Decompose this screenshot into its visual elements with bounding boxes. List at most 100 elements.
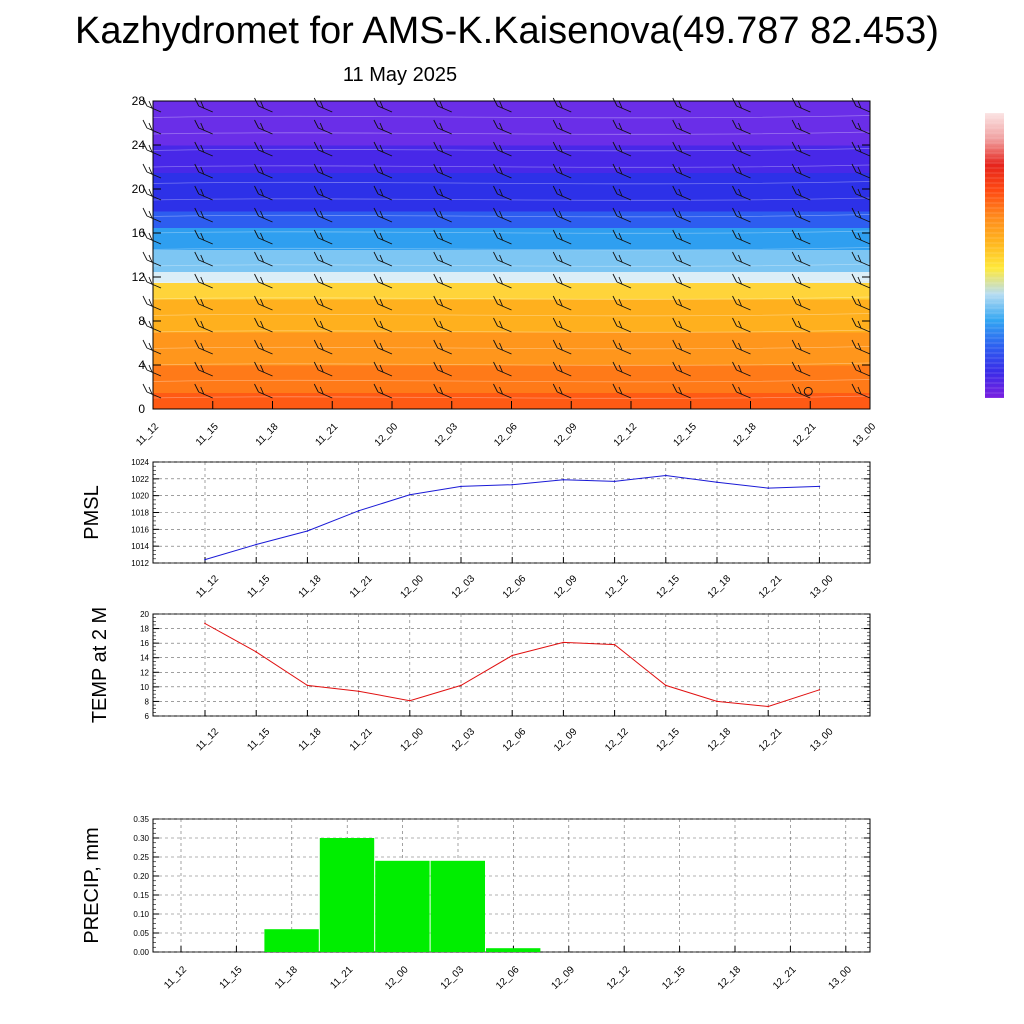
contour-line [152, 329, 871, 333]
wind-barb-flag [558, 298, 563, 307]
wind-barb [198, 127, 213, 135]
contour-line [152, 313, 871, 317]
wind-barb-flag [678, 320, 683, 329]
wind-barb-flag [142, 251, 148, 261]
wind-barb-flag [313, 251, 319, 261]
wind-barb-flag [493, 119, 498, 129]
wind-barb-flag [194, 295, 200, 305]
contour-line [152, 230, 871, 234]
wind-barb-flag [319, 386, 324, 395]
wind-barb-flag [499, 298, 503, 307]
wind-barb [557, 281, 572, 289]
wind-barb-flag [857, 342, 862, 351]
data-point [818, 485, 821, 488]
wind-barb [736, 259, 751, 267]
wind-barb [616, 303, 632, 311]
wind-barb-flag [857, 276, 862, 285]
wind-barb-flag [194, 383, 200, 393]
wind-barb-flag [612, 97, 618, 107]
wind-barb-flag [797, 144, 802, 153]
wind-barb-flag [373, 141, 379, 151]
wind-barb-flag [373, 119, 379, 129]
wind-barb-flag [738, 188, 742, 197]
contour-line [152, 379, 871, 383]
wind-barb-flag [319, 100, 324, 109]
wind-barb-flag [552, 273, 558, 283]
wind-barb-flag [373, 295, 379, 305]
wind-barb-flag [142, 163, 148, 173]
wind-barb-flag [552, 251, 558, 261]
contour-line [152, 214, 871, 218]
wind-barb-flag [319, 122, 324, 131]
wind-barb-flag [433, 361, 439, 371]
wind-barb-flag [142, 229, 148, 239]
wind-barb-flag [552, 141, 558, 151]
wind-barb-flag [732, 273, 737, 283]
wind-barb-flag [439, 166, 444, 175]
wind-barb [318, 237, 333, 245]
wind-barb-flag [558, 166, 563, 175]
wind-barb-flag [558, 144, 563, 153]
wind-barb [318, 171, 333, 179]
y-tick-label: 0 [138, 402, 145, 416]
wind-barb-flag [612, 317, 618, 327]
wind-barb-flag [552, 317, 558, 327]
data-point [306, 684, 309, 687]
wind-barb-flag [672, 317, 678, 327]
wind-barb-flag [672, 141, 678, 151]
wind-barb-flag [200, 232, 205, 241]
x-tick-label: 12_00 [398, 726, 426, 754]
wind-barb-flag [791, 141, 797, 151]
x-tick-label: 12_03 [439, 964, 467, 992]
wind-barb-flag [200, 364, 205, 373]
wind-barb-flag [313, 295, 319, 305]
wind-barb-flag [558, 100, 563, 109]
wind-barb [146, 237, 162, 245]
wind-barb-flag [791, 251, 797, 261]
wind-barb-flag [612, 273, 618, 283]
wind-barb-flag [142, 97, 148, 107]
x-tick-label: 12_06 [501, 726, 529, 754]
x-tick-label: 12_00 [373, 421, 401, 449]
wind-barb-flag [493, 339, 498, 349]
wind-barb [616, 325, 632, 333]
x-tick-label: 11_12 [162, 964, 189, 991]
y-tick-label: 8 [138, 314, 145, 328]
wind-barb-flag [851, 185, 857, 195]
wind-barb-flag [851, 119, 857, 129]
heatmap-band [153, 211, 870, 228]
wind-barb [377, 347, 393, 355]
wind-barb [796, 171, 811, 179]
wind-barb-flag [499, 210, 503, 219]
wind-barb [736, 303, 751, 311]
x-tick-label: 11_12 [194, 726, 221, 753]
contour-line [152, 362, 871, 366]
wind-barb-flag [200, 298, 205, 307]
wind-barb [497, 303, 512, 311]
wind-barb-flag [612, 185, 618, 195]
data-point [716, 481, 718, 484]
x-tick-label: 12_21 [771, 964, 799, 992]
wind-barb [198, 281, 213, 289]
wind-barb [855, 171, 871, 179]
wind-barb-flag [678, 298, 683, 307]
wind-barb-flag [433, 317, 439, 327]
x-tick-label: 13_00 [826, 964, 854, 992]
wind-barb-flag [678, 232, 683, 241]
y-tick-label: 28 [132, 94, 146, 108]
wind-barb-flag [857, 254, 862, 263]
x-tick-label: 12_15 [671, 421, 699, 449]
x-tick-label: 12_18 [706, 573, 734, 601]
wind-barb-flag [313, 383, 319, 393]
x-tick-label: 11_15 [245, 573, 272, 600]
data-point [460, 485, 462, 488]
wind-barb-flag [194, 229, 200, 239]
wind-barb [198, 347, 213, 355]
wind-barb [676, 127, 691, 135]
y-tick-label: 1012 [131, 559, 149, 568]
wind-barb-flag [732, 207, 737, 217]
wind-barb [146, 303, 162, 311]
wind-barb-flag [499, 342, 503, 351]
wind-barb [318, 369, 333, 377]
wind-barb-flag [200, 210, 205, 219]
